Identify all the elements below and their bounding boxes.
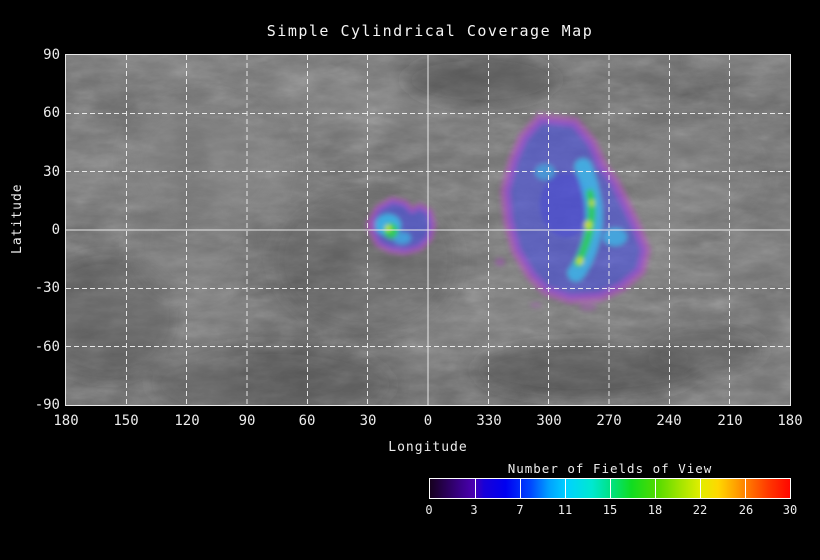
colorbar-tick-label: 3: [470, 503, 478, 517]
map-plot-area: [65, 54, 791, 406]
map-canvas: [66, 55, 790, 405]
y-tick-label: 0: [51, 222, 60, 238]
x-tick-label: 240: [656, 413, 682, 429]
colorbar-tick-label: 0: [425, 503, 433, 517]
x-tick-label: 180: [53, 413, 79, 429]
graticule-gridlines: [66, 55, 790, 405]
colorbar: [429, 478, 791, 499]
x-tick-label: 300: [536, 413, 562, 429]
colorbar-separator: [700, 479, 701, 498]
colorbar-tick-label: 26: [738, 503, 754, 517]
y-tick-label: 30: [43, 164, 60, 180]
x-tick-label: 0: [423, 413, 433, 429]
y-tick-label: -30: [34, 280, 60, 296]
colorbar-tick-label: 15: [602, 503, 618, 517]
x-tick-label: 330: [476, 413, 502, 429]
colorbar-tick-label: 11: [557, 503, 573, 517]
x-tick-label: 120: [174, 413, 200, 429]
colorbar-separator: [610, 479, 611, 498]
x-tick-label: 180: [777, 413, 803, 429]
colorbar-separator: [475, 479, 476, 498]
colorbar-tick-label: 22: [692, 503, 708, 517]
colorbar-tick-label: 18: [647, 503, 663, 517]
x-tick-label: 210: [717, 413, 743, 429]
x-tick-label: 90: [238, 413, 256, 429]
x-tick-label: 150: [113, 413, 139, 429]
y-tick-label: -60: [34, 339, 60, 355]
colorbar-separator: [745, 479, 746, 498]
colorbar-title: Number of Fields of View: [507, 461, 713, 476]
x-axis-title: Longitude: [388, 440, 468, 455]
colorbar-separator: [520, 479, 521, 498]
colorbar-separator: [565, 479, 566, 498]
x-tick-label: 270: [596, 413, 622, 429]
coverage-overlay-small: [365, 196, 437, 256]
colorbar-tick-label: 30: [782, 503, 798, 517]
y-tick-label: 60: [43, 105, 60, 121]
coverage-overlay-large: [495, 113, 651, 311]
y-tick-label: 90: [43, 47, 60, 63]
x-tick-label: 30: [359, 413, 377, 429]
colorbar-separator: [655, 479, 656, 498]
colorbar-tick-label: 7: [516, 503, 524, 517]
x-tick-label: 60: [298, 413, 316, 429]
chart-title: Simple Cylindrical Coverage Map: [266, 22, 594, 40]
y-tick-label: -90: [34, 397, 60, 413]
y-axis-title: Latitude: [10, 183, 25, 254]
